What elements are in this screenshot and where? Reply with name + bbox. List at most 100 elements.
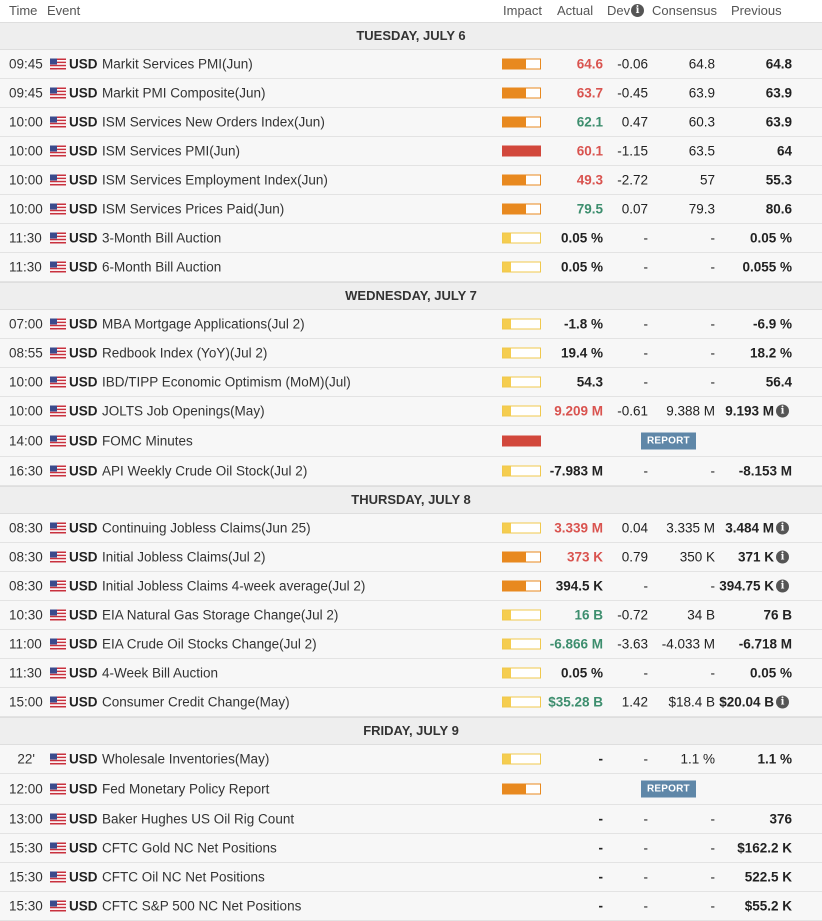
event-row[interactable]: 10:00 USD IBD/TIPP Economic Optimism (MoM)… — [0, 368, 822, 397]
info-icon[interactable]: i — [776, 695, 789, 709]
event-name[interactable]: Markit Services PMI(Jun) — [102, 56, 253, 72]
header-time[interactable]: Time — [9, 3, 38, 18]
deviation-value: 0.07 — [621, 201, 648, 217]
header-impact[interactable]: Impact — [503, 3, 543, 18]
actual-value: - — [598, 869, 604, 885]
event-name[interactable]: Fed Monetary Policy Report — [102, 781, 270, 797]
deviation-value: - — [643, 811, 649, 827]
event-row[interactable]: 07:00 USD MBA Mortgage Applications(Jul 2)… — [0, 310, 822, 339]
event-row[interactable]: 15:30 USD CFTC Oil NC Net Positions - - - 522.… — [0, 863, 822, 892]
report-button[interactable]: REPORT — [641, 432, 696, 450]
event-name[interactable]: EIA Crude Oil Stocks Change(Jul 2) — [102, 636, 317, 652]
event-row[interactable]: 10:00 USD JOLTS Job Openings(May) 9.209 M -0… — [0, 397, 822, 426]
info-icon[interactable]: i — [776, 579, 789, 593]
event-name[interactable]: CFTC Gold NC Net Positions — [102, 840, 277, 856]
deviation-value: - — [643, 230, 649, 246]
event-time: 10:00 — [9, 172, 43, 188]
us-flag-icon — [50, 174, 66, 186]
event-row[interactable]: 15:00 USD Consumer Credit Change(May) $35.2… — [0, 688, 822, 717]
report-button[interactable]: REPORT — [641, 780, 696, 798]
event-row[interactable]: 11:30 USD 3-Month Bill Auction 0.05 % - - 0.05… — [0, 224, 822, 253]
header-actual[interactable]: Actual — [557, 3, 594, 18]
event-row[interactable]: 15:30 USD CFTC Gold NC Net Positions - - - $16… — [0, 834, 822, 863]
event-row[interactable]: 08:30 USD Initial Jobless Claims(Jul 2) 373… — [0, 543, 822, 572]
event-name[interactable]: CFTC S&P 500 NC Net Positions — [102, 898, 302, 914]
event-name[interactable]: EIA Natural Gas Storage Change(Jul 2) — [102, 607, 339, 623]
deviation-value: -0.61 — [617, 403, 648, 419]
event-row[interactable]: 13:00 USD Baker Hughes US Oil Rig Count - - -… — [0, 805, 822, 834]
event-row[interactable]: 10:00 USD ISM Services PMI(Jun) 60.1 -1.15 63… — [0, 137, 822, 166]
impact-bar — [502, 405, 541, 417]
currency-code: USD — [69, 578, 98, 594]
event-name[interactable]: ISM Services Prices Paid(Jun) — [102, 201, 285, 217]
actual-value: 62.1 — [576, 114, 603, 130]
event-row[interactable]: 10:30 USD EIA Natural Gas Storage Change(J… — [0, 601, 822, 630]
event-name[interactable]: FOMC Minutes — [102, 433, 193, 449]
info-icon[interactable]: i — [776, 404, 789, 418]
event-name[interactable]: 4-Week Bill Auction — [102, 665, 219, 681]
event-time: 15:30 — [9, 869, 43, 885]
event-name[interactable]: Markit PMI Composite(Jun) — [102, 85, 266, 101]
event-row[interactable]: 08:30 USD Initial Jobless Claims 4-week av… — [0, 572, 822, 601]
event-name[interactable]: ISM Services New Orders Index(Jun) — [102, 114, 325, 130]
event-name[interactable]: Wholesale Inventories(May) — [102, 751, 270, 767]
event-row[interactable]: 09:45 USD Markit PMI Composite(Jun) 63.7 -0.… — [0, 79, 822, 108]
event-name[interactable]: ISM Services Employment Index(Jun) — [102, 172, 328, 188]
event-name[interactable]: API Weekly Crude Oil Stock(Jul 2) — [102, 463, 308, 479]
impact-bar — [502, 522, 541, 534]
currency-code: USD — [69, 811, 98, 827]
event-row[interactable]: 16:30 USD API Weekly Crude Oil Stock(Jul 2… — [0, 457, 822, 486]
impact-fill — [503, 552, 526, 562]
header-previous[interactable]: Previous — [731, 3, 782, 18]
consensus-value: - — [710, 230, 716, 246]
currency-code: USD — [69, 636, 98, 652]
dev-info-icon[interactable]: i — [631, 4, 644, 17]
us-flag-icon — [50, 58, 66, 70]
event-name[interactable]: IBD/TIPP Economic Optimism (MoM)(Jul) — [102, 374, 351, 390]
event-row[interactable]: 22' USD Wholesale Inventories(May) - - 1.1 % 1… — [0, 745, 822, 774]
event-row[interactable]: 11:00 USD EIA Crude Oil Stocks Change(Jul … — [0, 630, 822, 659]
event-name[interactable]: Continuing Jobless Claims(Jun 25) — [102, 520, 311, 536]
event-name[interactable]: Initial Jobless Claims(Jul 2) — [102, 549, 266, 565]
event-row[interactable]: 10:00 USD ISM Services Prices Paid(Jun) 79.… — [0, 195, 822, 224]
impact-fill — [503, 466, 511, 476]
previous-value: 64 — [776, 143, 792, 159]
event-name[interactable]: Baker Hughes US Oil Rig Count — [102, 811, 295, 827]
event-name[interactable]: CFTC Oil NC Net Positions — [102, 869, 265, 885]
currency-code: USD — [69, 403, 98, 419]
previous-value: 371 K — [737, 549, 774, 565]
event-row[interactable]: 10:00 USD ISM Services Employment Index(Ju… — [0, 166, 822, 195]
event-name[interactable]: 6-Month Bill Auction — [102, 259, 222, 275]
header-consensus[interactable]: Consensus — [652, 3, 718, 18]
day-header: WEDNESDAY, JULY 7 — [0, 282, 822, 310]
event-row[interactable]: 12:00 USD Fed Monetary Policy Report REPORT — [0, 774, 822, 805]
event-row[interactable]: 11:30 USD 4-Week Bill Auction 0.05 % - - 0.05 … — [0, 659, 822, 688]
event-time: 15:30 — [9, 840, 43, 856]
event-name[interactable]: Redbook Index (YoY)(Jul 2) — [102, 345, 268, 361]
event-name[interactable]: MBA Mortgage Applications(Jul 2) — [102, 316, 305, 332]
impact-bar — [502, 174, 541, 186]
event-row[interactable]: 10:00 USD ISM Services New Orders Index(Ju… — [0, 108, 822, 137]
impact-bar — [502, 318, 541, 330]
header-event[interactable]: Event — [47, 3, 81, 18]
event-name[interactable]: 3-Month Bill Auction — [102, 230, 222, 246]
event-row[interactable]: 14:00 USD FOMC Minutes REPORT — [0, 426, 822, 457]
header-dev[interactable]: Dev — [607, 3, 631, 18]
event-time: 10:00 — [9, 374, 43, 390]
event-name[interactable]: Consumer Credit Change(May) — [102, 694, 290, 710]
currency-code: USD — [69, 345, 98, 361]
info-icon[interactable]: i — [776, 550, 789, 564]
event-row[interactable]: 08:30 USD Continuing Jobless Claims(Jun 25… — [0, 514, 822, 543]
event-name[interactable]: ISM Services PMI(Jun) — [102, 143, 241, 159]
info-icon[interactable]: i — [776, 521, 789, 535]
event-name[interactable]: Initial Jobless Claims 4-week average(Ju… — [102, 578, 366, 594]
previous-value: 9.193 M — [725, 403, 774, 419]
event-row[interactable]: 08:55 USD Redbook Index (YoY)(Jul 2) 19.4 %… — [0, 339, 822, 368]
event-row[interactable]: 11:30 USD 6-Month Bill Auction 0.05 % - - 0.05… — [0, 253, 822, 282]
event-row[interactable]: 15:30 USD CFTC S&P 500 NC Net Positions - - -… — [0, 892, 822, 921]
us-flag-icon — [50, 522, 66, 534]
event-row[interactable]: 09:45 USD Markit Services PMI(Jun) 64.6 -0.0… — [0, 50, 822, 79]
currency-code: USD — [69, 316, 98, 332]
impact-bar — [502, 435, 541, 447]
event-name[interactable]: JOLTS Job Openings(May) — [102, 403, 265, 419]
